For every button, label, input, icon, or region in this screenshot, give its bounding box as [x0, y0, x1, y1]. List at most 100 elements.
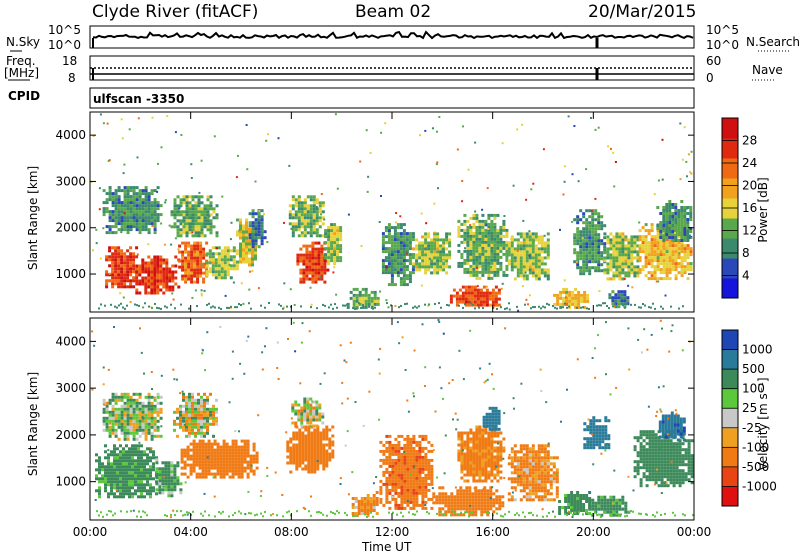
data-cell — [313, 428, 317, 432]
data-cell — [309, 213, 313, 217]
data-cell — [144, 210, 148, 214]
data-cell — [507, 253, 511, 257]
data-cell — [184, 250, 188, 254]
data-cell — [381, 244, 385, 248]
data-cell — [630, 241, 634, 245]
data-cell — [627, 271, 631, 275]
data-cell — [424, 247, 428, 251]
data-cell — [650, 262, 654, 266]
data-cell — [254, 233, 258, 237]
data-cell — [228, 466, 232, 470]
data-cell — [583, 299, 587, 303]
data-cell — [220, 307, 222, 310]
data-cell — [185, 210, 189, 214]
data-cell — [608, 307, 610, 310]
data-cell — [406, 434, 410, 438]
data-cell — [369, 509, 373, 512]
data-cell — [231, 445, 235, 449]
data-cell — [144, 261, 148, 265]
data-cell — [197, 413, 200, 417]
data-cell — [126, 207, 130, 211]
data-cell — [665, 203, 669, 206]
data-cell — [298, 461, 302, 465]
data-cell — [315, 234, 319, 238]
data-cell — [538, 305, 540, 308]
data-cell — [588, 236, 592, 240]
data-cell — [310, 455, 314, 459]
data-cell — [412, 434, 416, 438]
data-cell — [135, 264, 139, 268]
data-cell — [346, 303, 348, 306]
data-cell — [521, 123, 524, 126]
data-cell — [197, 222, 201, 226]
data-cell — [213, 135, 216, 138]
data-cell — [184, 256, 188, 260]
data-cell — [191, 416, 194, 420]
data-cell — [107, 453, 110, 457]
data-cell — [193, 247, 197, 251]
data-cell — [289, 470, 293, 474]
data-cell — [385, 476, 389, 480]
data-cell — [297, 198, 301, 202]
data-cell — [641, 241, 645, 245]
data-cell — [576, 242, 580, 246]
data-cell — [126, 422, 130, 426]
data-cell — [418, 458, 422, 462]
data-cell — [300, 225, 304, 229]
data-cell — [193, 262, 197, 266]
data-cell — [397, 452, 401, 456]
data-cell — [644, 229, 648, 233]
data-cell — [445, 241, 449, 245]
data-cell — [213, 208, 216, 211]
data-cell — [147, 416, 151, 420]
data-cell — [108, 228, 112, 232]
data-cell — [120, 210, 124, 214]
data-cell — [132, 189, 136, 193]
data-cell — [390, 265, 394, 269]
data-cell — [117, 437, 121, 441]
data-cell — [307, 437, 311, 441]
data-cell — [312, 225, 316, 229]
data-cell — [313, 452, 317, 456]
data-cell — [415, 470, 419, 474]
data-cell — [304, 446, 308, 450]
data-cell — [204, 460, 208, 464]
data-cell — [324, 229, 328, 233]
data-cell — [135, 282, 139, 286]
data-cell — [502, 246, 506, 250]
data-cell — [384, 247, 388, 251]
data-cell — [428, 303, 430, 306]
data-cell — [412, 449, 416, 453]
data-cell — [491, 294, 495, 298]
data-cell — [473, 291, 477, 295]
data-cell — [448, 232, 452, 236]
data-cell — [294, 222, 298, 226]
data-cell — [184, 277, 188, 281]
data-cell — [117, 228, 121, 232]
data-cell — [662, 256, 666, 260]
data-cell — [203, 431, 206, 435]
data-cell — [147, 419, 151, 423]
data-cell — [144, 186, 148, 190]
data-cell — [328, 306, 330, 309]
data-cell — [686, 239, 690, 242]
data-cell — [152, 450, 155, 454]
data-cell — [144, 302, 146, 305]
data-cell — [107, 480, 110, 484]
data-cell — [638, 247, 642, 251]
data-cell — [126, 189, 130, 193]
data-cell — [248, 260, 251, 264]
data-cell — [189, 463, 193, 467]
data-cell — [150, 422, 154, 426]
data-cell — [556, 307, 558, 310]
data-cell — [528, 235, 532, 239]
data-cell — [156, 216, 160, 220]
data-cell — [128, 474, 131, 478]
data-cell — [620, 299, 624, 303]
data-cell — [316, 464, 320, 468]
data-cell — [114, 222, 118, 226]
data-cell — [391, 479, 395, 483]
data-cell — [496, 258, 500, 262]
data-cell — [470, 302, 472, 305]
data-cell — [228, 448, 232, 452]
